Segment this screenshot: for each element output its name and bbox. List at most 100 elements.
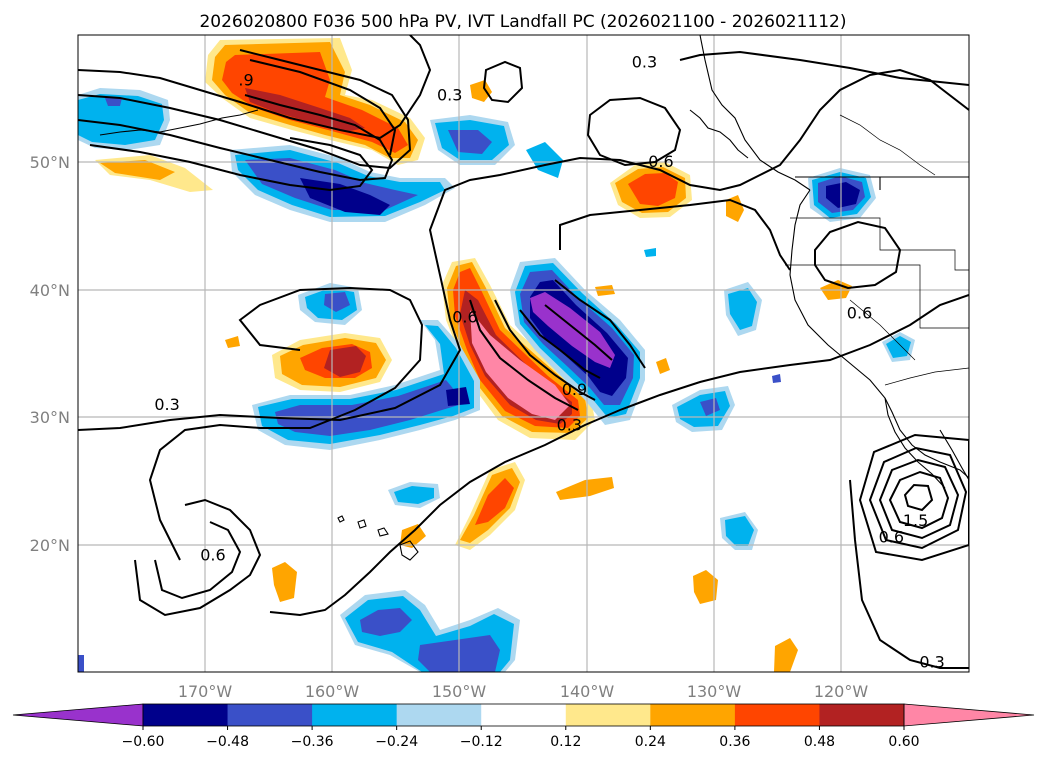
border-state-2 (790, 217, 969, 271)
pv-neg-s-blue (360, 608, 412, 636)
pv-neg-w-blue (275, 380, 462, 436)
contour-09-c5 (554, 279, 646, 369)
contour-label-12: 0.3 (919, 653, 944, 672)
coastlines (99, 35, 969, 561)
lat-label-50n: 50°N (30, 153, 70, 172)
contour-03-south (269, 294, 969, 617)
colorbar-box-7 (734, 704, 820, 726)
contour-label-9: 0.6 (200, 546, 225, 565)
colorbar-label-6: 0.24 (635, 734, 666, 750)
pv-fill-small-10 (225, 336, 240, 348)
pv-fill-w-core (324, 346, 366, 377)
colorbar-box-5 (565, 704, 651, 726)
colorbar-label-2: −0.36 (291, 734, 334, 750)
contour-label-0: 0.3 (632, 53, 657, 72)
lat-label-30n: 30°N (30, 408, 70, 427)
pv-fill-small-1 (470, 80, 492, 102)
contour-03-main (78, 68, 969, 431)
chart-title: 2026020800 F036 500 hPa PV, IVT Landfall… (199, 12, 846, 32)
contour-09-c4 (544, 304, 613, 361)
colorbar-label-0: −0.60 (122, 734, 165, 750)
map-area: 0.30.3.90.60.60.60.90.30.30.61.50.60.3 (78, 35, 969, 672)
border-state-3 (785, 264, 969, 329)
contour-03-n1 (78, 35, 432, 140)
contour-label-6: 0.9 (562, 380, 587, 399)
contour-09-top (679, 50, 969, 86)
pv-neg-pnw-dark (826, 182, 860, 208)
colorbar-box-6 (650, 704, 736, 726)
pv-fill-ne-red (628, 173, 678, 206)
contour-15-ring2 (878, 458, 960, 540)
colorbar-extend-low (12, 703, 144, 727)
lat-label-20n: 20°N (30, 536, 70, 555)
pv-neg-small-20 (772, 374, 781, 383)
colorbar-box-0 (143, 704, 229, 726)
colorbar-label-4: −0.12 (460, 734, 503, 750)
contour-label-4: 0.6 (847, 304, 872, 323)
pv-neg-small-21 (78, 655, 84, 672)
pv-fill-sub-red (475, 478, 514, 525)
contour-label-8: 0.3 (154, 395, 179, 414)
pv-fill-small-2 (726, 195, 744, 222)
pv-fill-band (556, 477, 614, 500)
contour-09-c2 (494, 299, 596, 401)
coast-hawaii-2 (357, 519, 367, 529)
pv-neg-small-19 (644, 248, 656, 257)
contour-n-inner1 (89, 137, 374, 192)
contour-06-sw-inner (154, 521, 242, 600)
contour-label-7: 0.3 (557, 416, 582, 435)
pv-neg-small-16 (394, 486, 434, 504)
map-border (77, 34, 970, 673)
contour-15-ring3 (868, 446, 968, 550)
pv-neg-small-14 (725, 516, 754, 546)
lon-label-150w: 150°W (432, 682, 487, 701)
colorbar-extend-high (903, 703, 1035, 727)
contour-09-c3 (519, 309, 601, 379)
pv-fill-small-8 (100, 160, 175, 180)
colorbar-label-8: 0.48 (804, 734, 835, 750)
contour-15-ring1 (888, 470, 950, 530)
pv-fill-nw-core (245, 88, 365, 132)
contour-06-ring-e (814, 220, 902, 290)
pv-neg-w-dark (446, 387, 470, 406)
lon-label-120w: 120°W (814, 682, 869, 701)
contour-06-n1 (78, 49, 412, 170)
contour-label-11: 0.6 (879, 528, 904, 547)
colorbar-frame (142, 703, 905, 727)
pv-neg-small-9 (728, 288, 757, 330)
lat-tick-labels: 20°N 30°N 40°N 50°N (30, 153, 70, 555)
coast-baja (884, 397, 946, 489)
ivt-contours (78, 35, 969, 669)
colorbar-label-5: 0.12 (550, 734, 581, 750)
contour-06-main (148, 286, 424, 561)
contour-09-c (469, 299, 579, 411)
border-state-1 (839, 114, 936, 176)
pv-neg-small-12 (700, 398, 720, 416)
colorbar-box-3 (396, 704, 482, 726)
contour-labels: 0.30.3.90.60.60.60.90.30.30.61.50.60.3 (154, 53, 944, 672)
coast-mainland-mexico (939, 429, 969, 481)
contour-09-n1 (78, 94, 394, 182)
contour-06-se (849, 479, 969, 669)
colorbar-box-4 (481, 704, 567, 726)
colorbar-label-1: −0.48 (206, 734, 249, 750)
coast-bc-islands (689, 109, 749, 159)
pv-fill-small-12 (656, 358, 670, 374)
border-us-mexico (884, 367, 969, 386)
contour-06-main-b (559, 198, 791, 271)
contour-15-ring5 (903, 483, 934, 512)
colorbar: −0.60 −0.48 −0.36 −0.24 −0.12 0.12 0.24 0.36 0.4… (12, 703, 1035, 750)
contour-n-inner2 (249, 59, 397, 156)
pv-neg-small-7 (324, 292, 350, 312)
coast-alaska (699, 35, 811, 191)
coast-hawaii-3 (377, 527, 389, 537)
pv-neg-small-4 (526, 142, 563, 178)
lon-label-160w: 160°W (305, 682, 360, 701)
colorbar-label-9: 0.60 (888, 734, 919, 750)
contour-15-ring4 (858, 433, 969, 562)
pv-neg-farnw-cyan (78, 94, 164, 145)
coast-hawaii-4 (399, 540, 419, 561)
colorbar-box-1 (227, 704, 313, 726)
colorbar-label-3: −0.24 (375, 734, 418, 750)
